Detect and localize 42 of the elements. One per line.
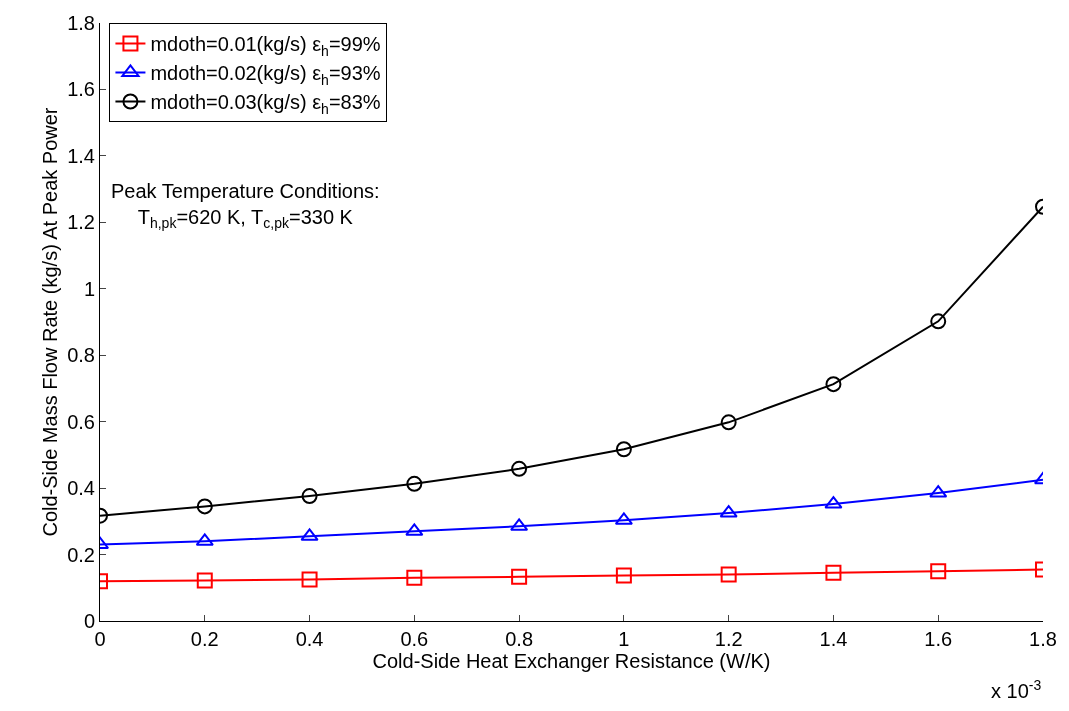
x-tick-label: 1.8 (1029, 628, 1057, 650)
y-tick-label: 1 (83, 277, 95, 300)
y-tick-label: 1.2 (67, 211, 95, 234)
annotation: Peak Temperature Conditions: T$_{h,pk}$=620 K, T$_{c,pk}$=330 K (111, 180, 380, 232)
y-tick-label: 0.8 (67, 344, 95, 367)
point (511, 568, 528, 585)
x-tick-label: 1 (618, 628, 630, 650)
x-tick-label: 1.2 (714, 628, 743, 650)
legend-label: mdoth=0.01(kg/s) ε$_{h}$=99% (150, 33, 381, 59)
point (406, 475, 423, 492)
point (301, 488, 318, 505)
point (196, 572, 213, 589)
x-tick-label: 0.6 (400, 628, 429, 650)
point (511, 460, 528, 477)
point (825, 376, 842, 393)
point (301, 571, 318, 588)
y-tick-label: 1.8 (67, 12, 95, 34)
point (825, 564, 842, 581)
point (615, 567, 632, 584)
point (615, 441, 632, 458)
x-tick-label: 1.4 (819, 628, 848, 650)
x-tick-label: 0.8 (505, 628, 534, 650)
x-axis-title: Cold-Side Heat Exchanger Resistance (W/K) (372, 650, 771, 672)
point (406, 569, 423, 586)
x-tick-label: 1.6 (924, 628, 953, 650)
x-tick-label: 0.4 (295, 628, 324, 650)
point (196, 498, 213, 515)
y-tick-label: 1.6 (67, 78, 95, 101)
text: x 10$^{-3}$ (991, 677, 1042, 703)
y-tick-label: 0.6 (67, 410, 95, 433)
point (930, 563, 947, 580)
x-tick-label: 0.2 (190, 628, 219, 650)
y-tick-label: 1.4 (67, 144, 95, 167)
point (720, 566, 737, 583)
legend-label: mdoth=0.03(kg/s) ε$_{h}$=83% (150, 91, 381, 117)
point (720, 414, 737, 431)
legend-label: mdoth=0.02(kg/s) ε$_{h}$=93% (150, 62, 381, 88)
y-tick-label: 0.2 (67, 543, 95, 566)
point (930, 313, 947, 330)
y-tick-label: 0 (83, 610, 95, 632)
y-axis-title: Cold-Side Mass Flow Rate (kg/s) At Peak Power (38, 107, 61, 537)
y-tick-label: 0.4 (67, 477, 95, 500)
